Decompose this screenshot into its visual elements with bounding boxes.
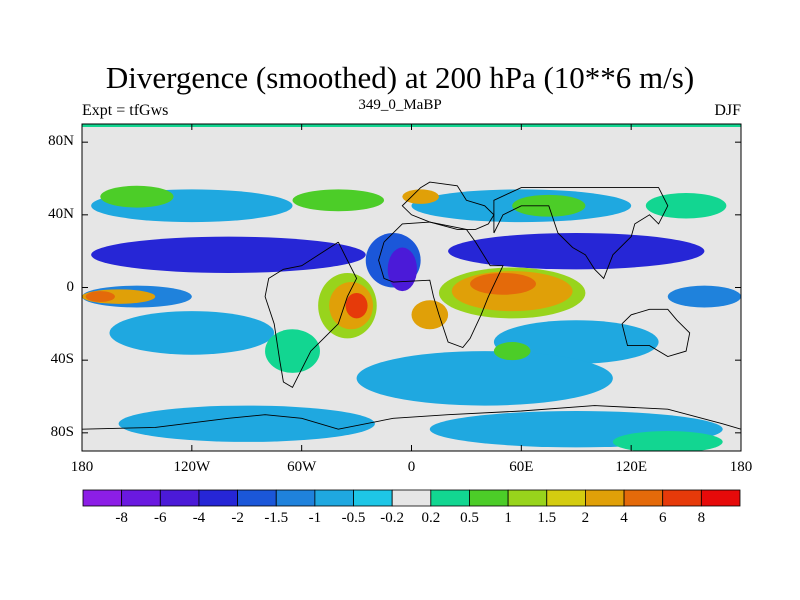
- colorbar-swatch: [623, 489, 664, 507]
- field-blob-23: [493, 320, 659, 364]
- colorbar-swatch: [662, 489, 702, 507]
- field-blob-17: [345, 292, 368, 319]
- x-tick-label: 120E: [615, 459, 647, 475]
- map-plot-area: [82, 124, 741, 451]
- colorbar-swatch: [430, 489, 470, 507]
- colorbar-swatch: [507, 489, 548, 507]
- colorbar-label: -0.2: [380, 510, 405, 526]
- field-blob-3: [292, 189, 385, 212]
- field-blob-2: [100, 185, 174, 208]
- colorbar-swatch: [585, 489, 625, 507]
- x-tick-label: 120W: [173, 459, 211, 475]
- colorbar-swatch: [159, 489, 200, 507]
- colorbar-label: -6: [154, 510, 167, 526]
- y-tick-label: 0: [66, 278, 75, 295]
- field-blob-14: [667, 285, 741, 308]
- colorbar-label: 2: [581, 510, 590, 526]
- colorbar-swatch: [700, 489, 741, 507]
- coastline-4: [621, 308, 691, 357]
- field-blob-8: [448, 233, 705, 270]
- coastline-1: [378, 221, 504, 349]
- field-blob-29: [612, 431, 723, 451]
- colorbar-label: 0.5: [460, 510, 479, 526]
- field-blob-25: [265, 329, 320, 373]
- y-tick-label: 40S: [50, 351, 74, 368]
- field-blob-22: [109, 311, 275, 355]
- y-tick-label: 80N: [48, 133, 74, 150]
- colorbar-swatch: [469, 489, 509, 507]
- chart-title: Divergence (smoothed) at 200 hPa (10**6 …: [105, 60, 695, 95]
- colorbar-label: 1.5: [537, 510, 557, 526]
- x-tick-label: 60E: [509, 459, 534, 475]
- experiment-label: Expt = tfGws: [82, 102, 169, 119]
- field-blob-20: [470, 272, 536, 295]
- colorbar-label: -1.5: [264, 510, 289, 526]
- colorbar-swatch: [391, 489, 432, 507]
- field-blob-10: [387, 247, 417, 292]
- colorbar-label: 0.2: [421, 510, 441, 526]
- colorbar-swatch: [237, 489, 277, 507]
- field-blob-13: [85, 291, 115, 303]
- colorbar-swatch: [275, 489, 316, 507]
- season-label: DJF: [714, 102, 741, 119]
- colorbar-label: 6: [658, 510, 667, 526]
- coastline-3: [264, 241, 358, 389]
- colorbar-label: -8: [115, 510, 128, 526]
- x-tick-label: 180: [70, 459, 94, 475]
- colorbar-swatch: [82, 489, 123, 507]
- colorbar-swatch: [546, 489, 586, 507]
- coastline-0: [401, 181, 495, 230]
- colorbar-label: -1: [308, 510, 322, 526]
- colorbar-label: -2: [231, 510, 244, 526]
- x-tick-label: 0: [407, 459, 416, 475]
- colorbar-label: 4: [620, 510, 628, 526]
- colorbar-swatch: [314, 489, 354, 507]
- colorbar-swatch: [121, 489, 161, 507]
- axis-ticks: [81, 124, 742, 451]
- map-background: [82, 124, 741, 451]
- x-tick-label: 180: [729, 459, 753, 475]
- y-tick-label: 80S: [50, 423, 74, 440]
- coastline-5: [82, 405, 741, 430]
- period-label: 349_0_MaBP: [358, 97, 442, 113]
- colorbar-swatch: [198, 489, 238, 507]
- colorbar-swatch: [353, 489, 393, 507]
- field-blob-6: [402, 189, 439, 204]
- colorbar-label: 1: [504, 510, 512, 526]
- y-tick-label: 40N: [48, 205, 74, 222]
- colorbar: [82, 489, 741, 507]
- field-blob-26: [493, 342, 531, 361]
- colorbar-label: -4: [192, 510, 206, 526]
- coastlines: [82, 181, 741, 430]
- colorbar-label: -0.5: [341, 510, 366, 526]
- field-blob-5: [645, 193, 727, 219]
- field-blob-27: [118, 405, 375, 442]
- field-blob-7: [91, 236, 366, 273]
- field-blob-24: [356, 351, 613, 406]
- x-tick-label: 60W: [287, 459, 317, 475]
- colorbar-label: 8: [697, 510, 706, 526]
- coastline-2: [493, 187, 669, 280]
- field-blob-21: [411, 300, 449, 330]
